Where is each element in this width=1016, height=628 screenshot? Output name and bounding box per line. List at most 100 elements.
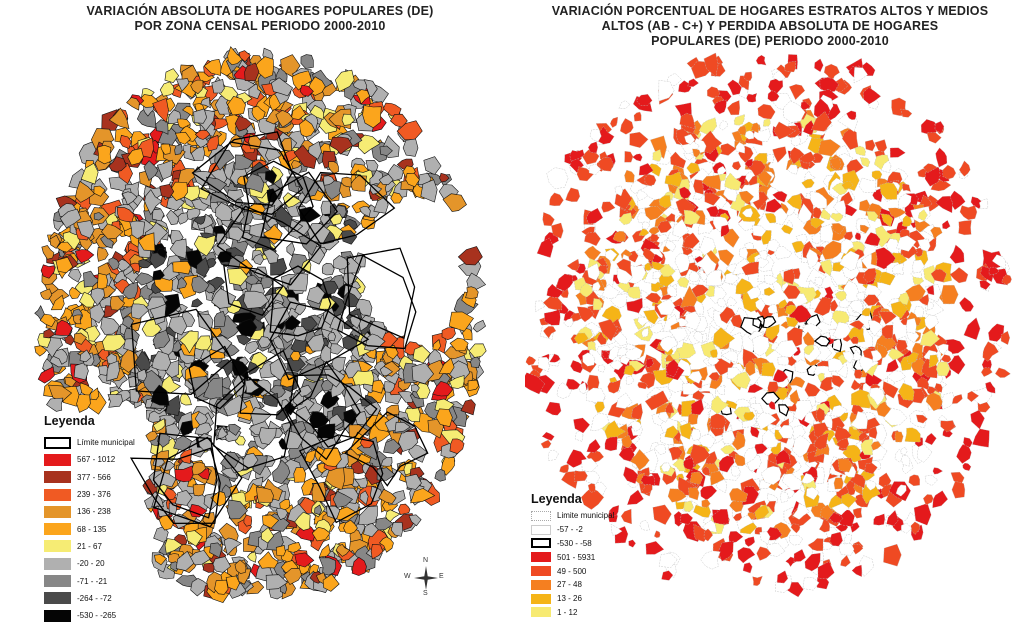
census-zone (341, 113, 355, 126)
census-zone (906, 351, 919, 364)
legend-item: 27 - 48 (531, 578, 614, 592)
census-zone (193, 215, 206, 225)
right-map-title: VARIACIÓN PORCENTUAL DE HOGARES ESTRATOS… (530, 4, 1010, 49)
legend-label: Limite municipal (557, 511, 615, 521)
census-zone (190, 79, 204, 95)
census-zone (789, 535, 803, 546)
census-zone (378, 488, 397, 505)
census-zone (97, 272, 108, 291)
census-zone (633, 111, 642, 122)
census-zone (827, 357, 844, 372)
census-zone (710, 470, 725, 486)
census-zone (601, 201, 616, 213)
census-zone (679, 186, 692, 199)
census-zone (343, 408, 359, 426)
census-zone (653, 530, 661, 538)
census-zone (272, 459, 291, 485)
census-zone (623, 466, 639, 484)
census-zone (889, 147, 906, 158)
census-zone (746, 286, 762, 300)
legend-label: 136 - 238 (77, 507, 111, 517)
census-zone (873, 513, 886, 526)
census-zone (98, 365, 110, 376)
census-zone (449, 375, 465, 389)
census-zone (787, 355, 797, 367)
census-zone (772, 70, 786, 82)
census-zone (68, 268, 82, 283)
census-zone (227, 499, 248, 520)
census-zone (870, 441, 882, 451)
census-zone (408, 443, 427, 463)
census-zone (727, 79, 742, 96)
municipal-boundary (336, 254, 417, 350)
census-zone (840, 554, 851, 567)
census-zone (228, 423, 242, 436)
census-zone (332, 491, 354, 508)
census-zone (650, 135, 668, 160)
census-zone (614, 185, 624, 197)
census-zone (169, 238, 187, 259)
census-zone (864, 139, 876, 152)
census-zone (745, 360, 756, 377)
census-zone (318, 543, 331, 558)
census-zone (708, 371, 721, 382)
census-zone (912, 259, 925, 274)
census-zone (613, 331, 627, 347)
census-zone (156, 248, 168, 259)
right-choropleth-map (525, 52, 1012, 598)
census-zone (904, 427, 921, 443)
municipal-boundary (346, 247, 416, 340)
census-zone (556, 382, 573, 399)
census-zone (152, 269, 165, 281)
census-zone (698, 117, 718, 135)
census-zone (768, 400, 776, 410)
census-zone (687, 370, 703, 384)
census-zone (731, 371, 751, 389)
census-zone (645, 292, 662, 304)
census-zone (797, 203, 812, 224)
census-zone (789, 146, 805, 165)
census-zone (735, 141, 746, 154)
census-zone (712, 327, 736, 349)
census-zone (609, 505, 620, 517)
census-zone (901, 454, 911, 467)
census-zone (379, 536, 394, 553)
census-zone (542, 212, 555, 227)
municipal-boundary (239, 349, 302, 416)
census-zone (177, 118, 192, 129)
census-zone (351, 556, 367, 576)
census-zone (673, 510, 687, 527)
legend-label: Límite municipal (77, 438, 135, 448)
census-zone (670, 151, 687, 169)
census-zone (668, 327, 688, 343)
census-zone (75, 249, 95, 264)
census-zone (314, 504, 323, 516)
census-zone (164, 538, 183, 554)
census-zone (284, 314, 301, 331)
census-zone (652, 504, 672, 525)
census-zone (196, 256, 210, 278)
census-zone (704, 192, 721, 206)
census-zone (179, 330, 199, 354)
census-zone (828, 512, 844, 524)
census-zone (688, 487, 700, 501)
municipal-boundary (216, 205, 322, 286)
census-zone (764, 213, 777, 224)
census-zone (846, 110, 857, 120)
census-zone (262, 248, 279, 264)
census-zone (306, 285, 326, 305)
census-zone (525, 355, 537, 366)
census-zone (932, 490, 949, 509)
census-zone (869, 460, 881, 470)
census-zone (194, 411, 208, 426)
census-zone (335, 544, 351, 557)
census-zone (752, 335, 770, 357)
census-zone (186, 530, 203, 547)
census-zone (803, 344, 815, 356)
census-zone (160, 143, 171, 155)
census-zone (736, 514, 754, 531)
legend-label: 49 - 500 (557, 566, 587, 576)
census-zone (52, 348, 68, 365)
census-zone (755, 54, 767, 66)
census-zone (804, 382, 821, 397)
